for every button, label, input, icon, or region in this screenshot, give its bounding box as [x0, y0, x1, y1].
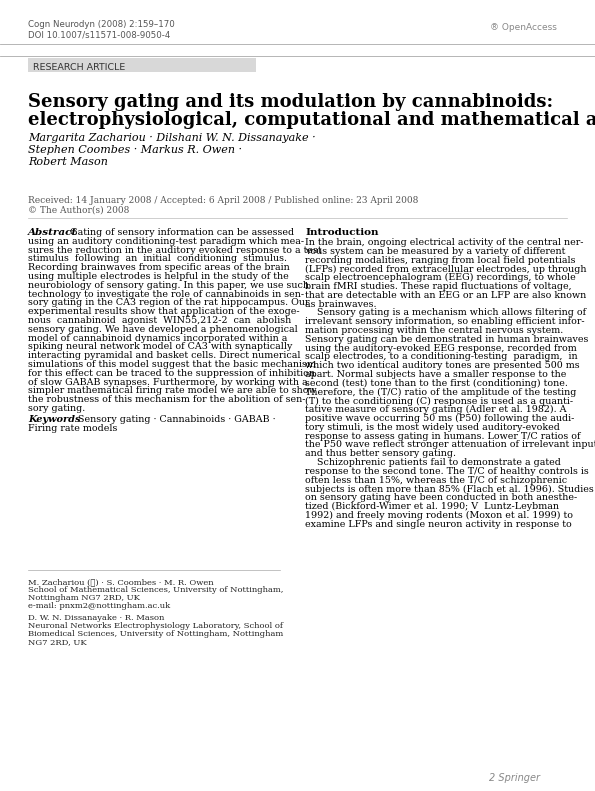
- Text: NG7 2RD, UK: NG7 2RD, UK: [28, 638, 87, 646]
- Text: Schizophrenic patients fail to demonstrate a gated: Schizophrenic patients fail to demonstra…: [305, 458, 561, 467]
- Text: irrelevant sensory information, so enabling efficient infor-: irrelevant sensory information, so enabl…: [305, 317, 585, 326]
- Text: using multiple electrodes is helpful in the study of the: using multiple electrodes is helpful in …: [28, 272, 289, 281]
- Text: scalp electrodes, to a conditioning-testing  paradigm,  in: scalp electrodes, to a conditioning-test…: [305, 353, 578, 361]
- Text: on sensory gating have been conducted in both anesthe-: on sensory gating have been conducted in…: [305, 494, 577, 502]
- Text: electrophysiological, computational and mathematical analysis: electrophysiological, computational and …: [28, 111, 595, 129]
- Text: model of cannabinoid dynamics incorporated within a: model of cannabinoid dynamics incorporat…: [28, 334, 287, 343]
- Text: using an auditory conditioning-test paradigm which mea-: using an auditory conditioning-test para…: [28, 237, 304, 246]
- Text: sory gating.: sory gating.: [28, 404, 85, 413]
- Text: Robert Mason: Robert Mason: [28, 157, 108, 167]
- Text: D. W. N. Dissanayake · R. Mason: D. W. N. Dissanayake · R. Mason: [28, 614, 164, 622]
- Text: Stephen Coombes · Markus R. Owen ·: Stephen Coombes · Markus R. Owen ·: [28, 145, 242, 155]
- Text: second (test) tone than to the first (conditioning) tone.: second (test) tone than to the first (co…: [305, 379, 568, 388]
- Text: Therefore, the (T/C) ratio of the amplitude of the testing: Therefore, the (T/C) ratio of the amplit…: [305, 388, 577, 397]
- Text: In the brain, ongoing electrical activity of the central ner-: In the brain, ongoing electrical activit…: [305, 238, 584, 247]
- Text: simpler mathematical firing rate model we are able to show: simpler mathematical firing rate model w…: [28, 386, 317, 396]
- Text: scalp electroencephalogram (EEG) recordings, to whole: scalp electroencephalogram (EEG) recordi…: [305, 273, 576, 282]
- Text: Sensory gating is a mechanism which allows filtering of: Sensory gating is a mechanism which allo…: [305, 308, 586, 317]
- Text: Cogn Neurodyn (2008) 2:159–170: Cogn Neurodyn (2008) 2:159–170: [28, 20, 175, 29]
- Text: Margarita Zachariou · Dilshani W. N. Dissanayake ·: Margarita Zachariou · Dilshani W. N. Dis…: [28, 133, 315, 143]
- Text: experimental results show that application of the exoge-: experimental results show that applicati…: [28, 307, 300, 316]
- Text: as brainwaves.: as brainwaves.: [305, 300, 377, 308]
- Text: 2 Springer: 2 Springer: [489, 773, 540, 783]
- Text: Received: 14 January 2008 / Accepted: 6 April 2008 / Published online: 23 April : Received: 14 January 2008 / Accepted: 6 …: [28, 196, 418, 205]
- Bar: [28, 58, 256, 72]
- Text: Nottingham NG7 2RD, UK: Nottingham NG7 2RD, UK: [28, 594, 140, 602]
- Text: sures the reduction in the auditory evoked response to a test: sures the reduction in the auditory evok…: [28, 245, 322, 255]
- Text: using the auditory-evoked EEG response, recorded from: using the auditory-evoked EEG response, …: [305, 343, 577, 353]
- Text: (LFPs) recorded from extracellular electrodes, up through: (LFPs) recorded from extracellular elect…: [305, 264, 587, 274]
- Text: the P50 wave reflect stronger attenuation of irrelevant input: the P50 wave reflect stronger attenuatio…: [305, 441, 595, 449]
- Text: Firing rate models: Firing rate models: [28, 424, 117, 433]
- Text: tative measure of sensory gating (Adler et al. 1982). A: tative measure of sensory gating (Adler …: [305, 405, 566, 414]
- Text: and thus better sensory gating.: and thus better sensory gating.: [305, 449, 456, 458]
- Text: sensory gating. We have developed a phenomenological: sensory gating. We have developed a phen…: [28, 325, 298, 334]
- Text: apart. Normal subjects have a smaller response to the: apart. Normal subjects have a smaller re…: [305, 370, 566, 379]
- Text: M. Zachariou (✉) · S. Coombes · M. R. Owen: M. Zachariou (✉) · S. Coombes · M. R. Ow…: [28, 578, 214, 586]
- Text: spiking neural network model of CA3 with synaptically: spiking neural network model of CA3 with…: [28, 343, 292, 351]
- Text: nous  cannabinoid  agonist  WIN55,212-2  can  abolish: nous cannabinoid agonist WIN55,212-2 can…: [28, 316, 291, 325]
- Text: tized (Bickford-Wimer et al. 1990; V  Luntz-Leybman: tized (Bickford-Wimer et al. 1990; V Lun…: [305, 502, 559, 511]
- Text: e-mail: pnxm2@nottingham.ac.uk: e-mail: pnxm2@nottingham.ac.uk: [28, 602, 170, 610]
- Text: ® OpenAccess: ® OpenAccess: [490, 23, 557, 32]
- Text: response to assess gating in humans. Lower T/C ratios of: response to assess gating in humans. Low…: [305, 432, 581, 441]
- Text: mation processing within the central nervous system.: mation processing within the central ner…: [305, 326, 563, 335]
- Text: positive wave occurring 50 ms (P50) following the audi-: positive wave occurring 50 ms (P50) foll…: [305, 414, 574, 423]
- Text: subjects is often more than 85% (Flach et al. 1996). Studies: subjects is often more than 85% (Flach e…: [305, 484, 594, 494]
- Text: technology to investigate the role of cannabinoids in sen-: technology to investigate the role of ca…: [28, 290, 304, 298]
- Text: Sensory gating and its modulation by cannabinoids:: Sensory gating and its modulation by can…: [28, 93, 553, 111]
- Text: Keywords: Keywords: [28, 414, 80, 424]
- Text: for this effect can be traced to the suppression of inhibition: for this effect can be traced to the sup…: [28, 369, 315, 378]
- Text: RESEARCH ARTICLE: RESEARCH ARTICLE: [33, 63, 126, 72]
- Text: which two identical auditory tones are presented 500 ms: which two identical auditory tones are p…: [305, 361, 580, 370]
- Text: response to the second tone. The T/C of healthy controls is: response to the second tone. The T/C of …: [305, 467, 588, 476]
- Text: Recording brainwaves from specific areas of the brain: Recording brainwaves from specific areas…: [28, 263, 290, 272]
- Text: © The Author(s) 2008: © The Author(s) 2008: [28, 206, 129, 215]
- Text: vous system can be measured by a variety of different: vous system can be measured by a variety…: [305, 247, 565, 255]
- Text: of slow GABAB synapses. Furthermore, by working with a: of slow GABAB synapses. Furthermore, by …: [28, 377, 308, 387]
- Text: Sensory gating · Cannabinoids · GABAB ·: Sensory gating · Cannabinoids · GABAB ·: [78, 414, 275, 424]
- Text: Neuronal Networks Electrophysiology Laboratory, School of: Neuronal Networks Electrophysiology Labo…: [28, 622, 283, 630]
- Text: that are detectable with an EEG or an LFP are also known: that are detectable with an EEG or an LF…: [305, 291, 586, 300]
- Text: 1992) and freely moving rodents (Moxon et al. 1999) to: 1992) and freely moving rodents (Moxon e…: [305, 511, 573, 520]
- Text: the robustness of this mechanism for the abolition of sen-: the robustness of this mechanism for the…: [28, 396, 305, 404]
- Text: examine LFPs and single neuron activity in response to: examine LFPs and single neuron activity …: [305, 520, 572, 528]
- Text: recording modalities, ranging from local field potentials: recording modalities, ranging from local…: [305, 255, 575, 265]
- Text: DOI 10.1007/s11571-008-9050-4: DOI 10.1007/s11571-008-9050-4: [28, 30, 170, 39]
- Text: brain fMRI studies. These rapid fluctuations of voltage,: brain fMRI studies. These rapid fluctuat…: [305, 282, 572, 291]
- Text: (T) to the conditioning (C) response is used as a quanti-: (T) to the conditioning (C) response is …: [305, 396, 573, 406]
- Text: tory stimuli, is the most widely used auditory-evoked: tory stimuli, is the most widely used au…: [305, 423, 560, 432]
- Text: neurobiology of sensory gating. In this paper, we use such: neurobiology of sensory gating. In this …: [28, 281, 309, 290]
- Text: Abstract: Abstract: [28, 228, 77, 237]
- Text: Introduction: Introduction: [305, 228, 378, 237]
- Text: stimulus  following  an  initial  conditioning  stimulus.: stimulus following an initial conditioni…: [28, 255, 287, 263]
- Text: simulations of this model suggest that the basic mechanism: simulations of this model suggest that t…: [28, 360, 316, 369]
- Text: interacting pyramidal and basket cells. Direct numerical: interacting pyramidal and basket cells. …: [28, 351, 300, 360]
- Text: Gating of sensory information can be assessed: Gating of sensory information can be ass…: [70, 228, 294, 237]
- Text: Biomedical Sciences, University of Nottingham, Nottingham: Biomedical Sciences, University of Notti…: [28, 630, 283, 638]
- Text: sory gating in the CA3 region of the rat hippocampus. Our: sory gating in the CA3 region of the rat…: [28, 298, 309, 308]
- Text: Sensory gating can be demonstrated in human brainwaves: Sensory gating can be demonstrated in hu…: [305, 335, 588, 344]
- Text: School of Mathematical Sciences, University of Nottingham,: School of Mathematical Sciences, Univers…: [28, 586, 283, 594]
- Text: often less than 15%, whereas the T/C of schizophrenic: often less than 15%, whereas the T/C of …: [305, 475, 567, 485]
